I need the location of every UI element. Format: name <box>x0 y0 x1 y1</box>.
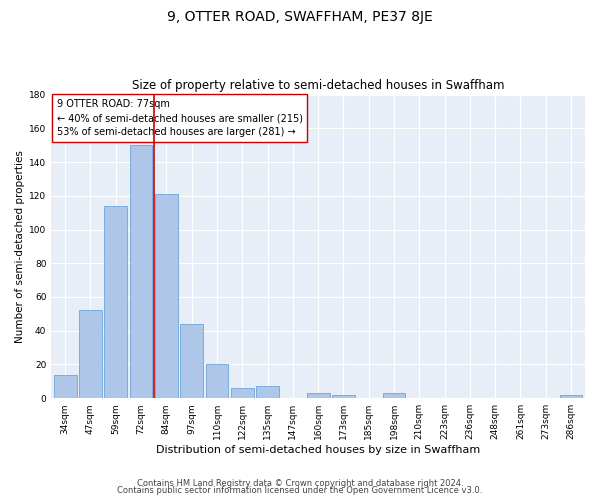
Bar <box>332 395 355 398</box>
Bar <box>307 393 329 398</box>
Title: Size of property relative to semi-detached houses in Swaffham: Size of property relative to semi-detach… <box>132 79 505 92</box>
Text: 9, OTTER ROAD, SWAFFHAM, PE37 8JE: 9, OTTER ROAD, SWAFFHAM, PE37 8JE <box>167 10 433 24</box>
Bar <box>180 324 203 398</box>
Bar <box>155 194 178 398</box>
Text: Contains public sector information licensed under the Open Government Licence v3: Contains public sector information licen… <box>118 486 482 495</box>
Bar <box>231 388 254 398</box>
Bar <box>256 386 279 398</box>
Bar <box>79 310 102 398</box>
Bar <box>383 393 406 398</box>
Bar <box>54 374 77 398</box>
X-axis label: Distribution of semi-detached houses by size in Swaffham: Distribution of semi-detached houses by … <box>156 445 480 455</box>
Bar <box>206 364 229 398</box>
Text: Contains HM Land Registry data © Crown copyright and database right 2024.: Contains HM Land Registry data © Crown c… <box>137 478 463 488</box>
Text: 9 OTTER ROAD: 77sqm
← 40% of semi-detached houses are smaller (215)
53% of semi-: 9 OTTER ROAD: 77sqm ← 40% of semi-detach… <box>56 99 302 137</box>
Y-axis label: Number of semi-detached properties: Number of semi-detached properties <box>15 150 25 343</box>
Bar <box>104 206 127 398</box>
Bar <box>130 145 152 398</box>
Bar <box>560 395 583 398</box>
